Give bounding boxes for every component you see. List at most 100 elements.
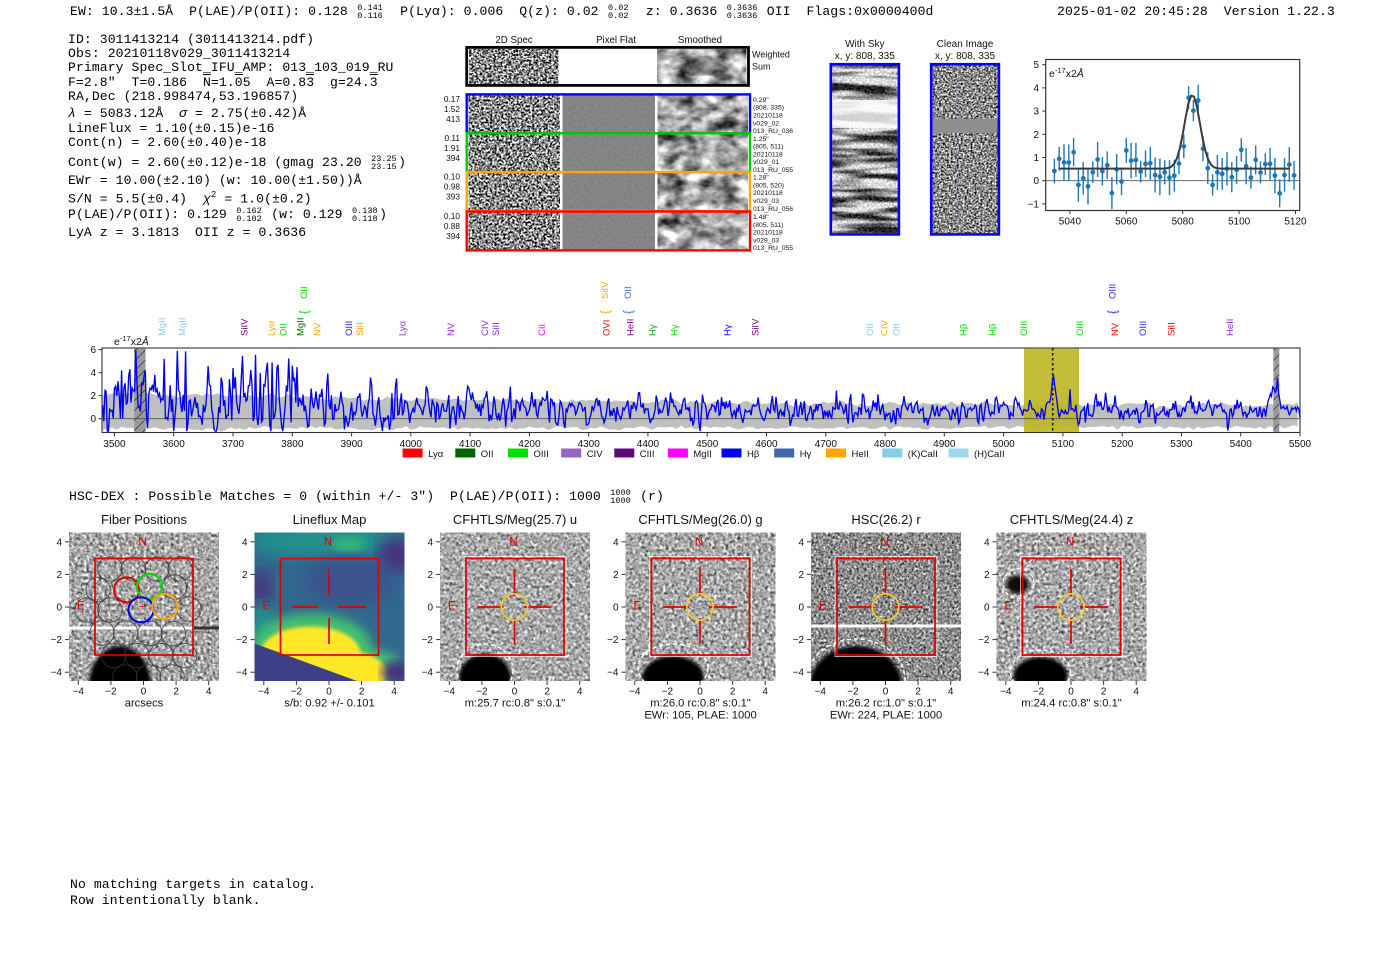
svg-text:E: E <box>634 601 642 613</box>
svg-text:3: 3 <box>1033 107 1039 118</box>
svg-text:N: N <box>509 537 517 549</box>
svg-text:E: E <box>448 601 456 613</box>
svg-text:N: N <box>880 537 888 549</box>
svg-text:OIII: OIII <box>534 449 549 460</box>
svg-text:CIV: CIV <box>880 320 891 337</box>
svg-text:0.17: 0.17 <box>444 94 461 104</box>
svg-text:0: 0 <box>56 603 62 614</box>
svg-text:−4: −4 <box>236 668 248 679</box>
svg-text:4600: 4600 <box>755 439 778 450</box>
svg-text:HSC(26.2) r: HSC(26.2) r <box>851 512 921 527</box>
svg-text:013_RU_055: 013_RU_055 <box>753 167 793 174</box>
svg-text:2: 2 <box>173 687 179 698</box>
svg-text:5500: 5500 <box>1289 439 1312 450</box>
svg-text:−2: −2 <box>291 687 303 698</box>
svg-text:2: 2 <box>90 391 96 402</box>
svg-text:5100: 5100 <box>1228 217 1251 228</box>
svg-text:CFHTLS/Meg(26.0) g: CFHTLS/Meg(26.0) g <box>638 512 762 527</box>
svg-text:0: 0 <box>613 603 619 614</box>
svg-text:NV: NV <box>312 322 323 336</box>
svg-text:SiII: SiII <box>1167 322 1178 336</box>
svg-text:1.25": 1.25" <box>753 136 769 143</box>
svg-text:0.88: 0.88 <box>444 221 461 231</box>
svg-text:{: { <box>299 310 311 314</box>
svg-text:20210118: 20210118 <box>753 230 783 237</box>
svg-text:3700: 3700 <box>222 439 245 450</box>
svg-text:−2: −2 <box>978 635 990 646</box>
svg-text:Sum: Sum <box>752 62 771 72</box>
svg-text:e-17x2Å: e-17x2Å <box>1049 66 1084 80</box>
svg-text:v029_02: v029_02 <box>753 120 779 127</box>
svg-text:2: 2 <box>427 570 433 581</box>
svg-text:5120: 5120 <box>1284 217 1307 228</box>
svg-text:5080: 5080 <box>1172 217 1195 228</box>
svg-text:0: 0 <box>90 414 96 425</box>
svg-text:−4: −4 <box>73 687 85 698</box>
svg-text:5040: 5040 <box>1059 217 1082 228</box>
svg-text:OII: OII <box>278 323 289 336</box>
svg-text:394: 394 <box>446 153 460 163</box>
svg-text:0: 0 <box>798 603 804 614</box>
svg-text:0.98: 0.98 <box>444 182 461 192</box>
svg-text:E: E <box>1005 601 1013 613</box>
svg-text:v029_01: v029_01 <box>753 159 779 166</box>
svg-text:4400: 4400 <box>637 439 660 450</box>
svg-text:0.29": 0.29" <box>753 97 769 104</box>
svg-text:4500: 4500 <box>696 439 719 450</box>
svg-text:SiIV: SiIV <box>751 318 762 336</box>
svg-text:013_RU_055: 013_RU_055 <box>753 245 793 252</box>
svg-text:−2: −2 <box>236 635 248 646</box>
svg-text:4: 4 <box>1133 687 1139 698</box>
svg-text:2: 2 <box>359 687 365 698</box>
svg-text:1.91: 1.91 <box>444 143 461 153</box>
svg-text:Weighted: Weighted <box>752 50 790 60</box>
svg-text:OII: OII <box>892 323 903 336</box>
svg-text:CIV: CIV <box>480 320 491 337</box>
svg-text:E: E <box>77 601 85 613</box>
svg-text:4: 4 <box>1033 83 1039 94</box>
svg-text:6: 6 <box>90 345 96 356</box>
svg-text:1.28": 1.28" <box>753 175 769 182</box>
svg-text:0: 0 <box>984 603 990 614</box>
svg-text:x, y: 808, 335: x, y: 808, 335 <box>835 51 895 62</box>
svg-text:Clean Image: Clean Image <box>937 39 994 50</box>
svg-text:(H)CaII: (H)CaII <box>974 449 1005 460</box>
svg-text:{: { <box>1108 310 1120 314</box>
svg-text:OIII: OIII <box>1138 321 1149 336</box>
svg-text:Lyα: Lyα <box>266 320 277 336</box>
svg-text:013_RU_036: 013_RU_036 <box>753 128 793 135</box>
svg-text:{: { <box>623 310 635 314</box>
svg-text:−1: −1 <box>1028 199 1040 210</box>
svg-text:2: 2 <box>56 570 62 581</box>
svg-text:MgII: MgII <box>157 318 168 336</box>
svg-text:N: N <box>324 537 332 549</box>
svg-text:(805, 511): (805, 511) <box>753 144 783 151</box>
svg-text:4: 4 <box>613 537 619 548</box>
svg-text:(805, 520): (805, 520) <box>753 182 784 189</box>
svg-text:0: 0 <box>242 603 248 614</box>
svg-text:4: 4 <box>242 537 248 548</box>
svg-text:2: 2 <box>984 570 990 581</box>
svg-text:4: 4 <box>56 537 62 548</box>
svg-text:0: 0 <box>1068 687 1074 698</box>
svg-text:2: 2 <box>544 687 550 698</box>
svg-text:394: 394 <box>446 231 460 241</box>
svg-text:+: + <box>139 601 145 613</box>
svg-text:3900: 3900 <box>340 439 363 450</box>
svg-text:MgII: MgII <box>295 318 306 336</box>
svg-text:0: 0 <box>512 687 518 698</box>
svg-text:m:26.0 rc:0.8" s:0.1": m:26.0 rc:0.8" s:0.1" <box>650 698 751 710</box>
svg-text:−4: −4 <box>629 687 641 698</box>
svg-text:0: 0 <box>427 603 433 614</box>
svg-text:Fiber Positions: Fiber Positions <box>101 512 187 527</box>
svg-text:arcsecs: arcsecs <box>125 698 164 710</box>
svg-text:(K)CaII: (K)CaII <box>908 449 938 460</box>
svg-text:(805, 511): (805, 511) <box>753 222 783 229</box>
svg-text:E: E <box>263 601 271 613</box>
svg-text:5300: 5300 <box>1170 439 1193 450</box>
svg-text:{: { <box>600 310 612 314</box>
svg-text:0.10: 0.10 <box>444 172 461 182</box>
svg-text:NV: NV <box>446 322 457 336</box>
svg-text:2: 2 <box>798 570 804 581</box>
svg-text:OII: OII <box>481 449 494 460</box>
